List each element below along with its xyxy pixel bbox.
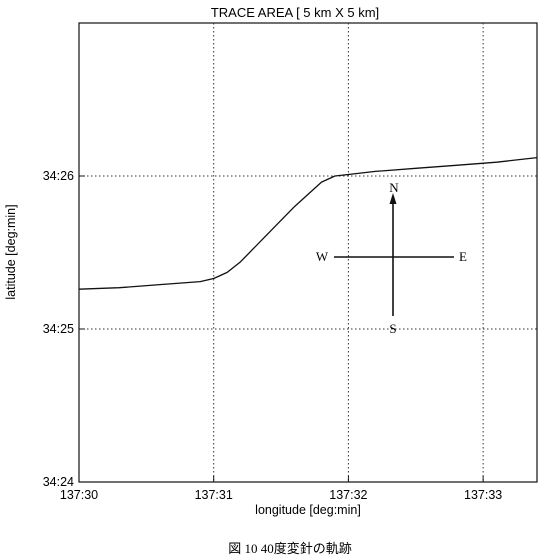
plot-frame [78,22,538,483]
compass-east-label: E [459,249,467,264]
compass-south-label: S [389,321,396,336]
x-tick-label: 137:31 [195,488,233,502]
compass-west-label: W [316,249,329,264]
y-tick-label: 34:25 [43,322,74,336]
compass-north-label: N [389,180,399,195]
north-arrow-icon [389,193,397,204]
figure-caption: 図 10 40度変針の軌跡 [228,541,352,556]
chart-title: TRACE AREA [ 5 km X 5 km] [211,5,379,20]
trajectory-line [78,156,538,290]
x-axis-label: longitude [deg:min] [255,503,361,517]
x-tick-label: 137:33 [464,488,502,502]
x-tick-label: 137:32 [329,488,367,502]
y-tick-label: 34:24 [43,475,74,489]
y-axis-label: latitude [deg:min] [4,204,18,299]
ticks: 137:30 137:31 137:32 137:33 34:24 34:25 34:26 [43,169,503,502]
series [78,156,538,290]
x-tick-label: 137:30 [60,488,98,502]
grid [79,23,537,482]
compass-rose: N S E W [316,180,467,336]
y-tick-label: 34:26 [43,169,74,183]
